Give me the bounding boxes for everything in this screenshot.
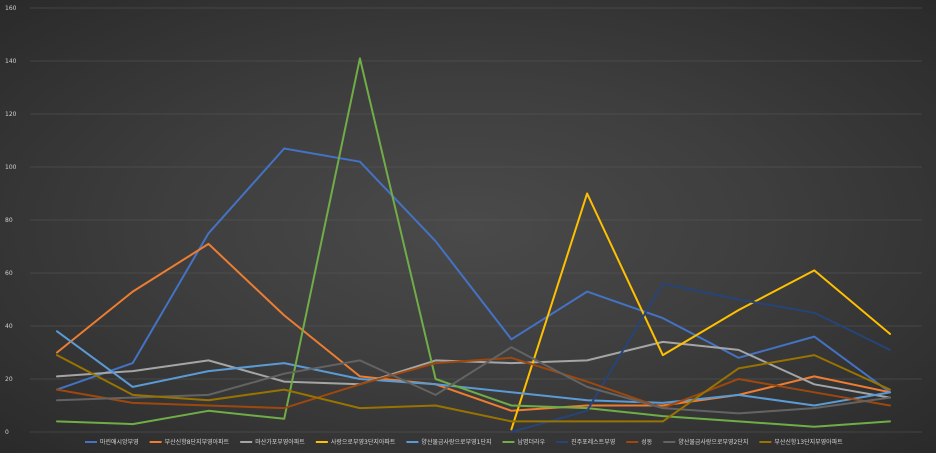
y-tick-label: 0: [5, 429, 9, 436]
y-tick-label: 100: [5, 164, 17, 171]
legend: 마린애시앙부영 부산신항8단지부영아파트 마산가포부영아파트 사랑으로부영3단지아파트…: [85, 438, 843, 446]
y-tick-label: 160: [5, 5, 17, 12]
legend-item: 진주포레스트부영: [556, 438, 615, 446]
legend-item: 양산물금사랑으로부영2단지: [663, 438, 748, 446]
series-line: [510, 192, 891, 431]
series-line: [56, 330, 891, 407]
y-tick-label: 120: [5, 111, 17, 118]
legend-label: 사랑으로부영3단지아파트: [331, 438, 396, 446]
y-tick-label: 40: [5, 323, 13, 330]
series-line: [56, 356, 891, 410]
series-line: [56, 242, 891, 412]
legend-item: 마산가포부영아파트: [240, 438, 305, 446]
legend-label: 남명더라우: [517, 438, 545, 446]
legend-label: 양산물금사랑으로부영2단지: [678, 438, 748, 446]
legend-item: 마린애시앙부영: [85, 438, 139, 446]
legend-label: 양산물금사랑으로부영1단지: [421, 438, 491, 446]
legend-item: 성동: [626, 438, 653, 446]
y-tick-label: 60: [5, 270, 13, 277]
legend-label: 마린애시앙부영: [100, 438, 139, 446]
y-axis-tick-labels: 0 20 40 60 80 100 120 140 160: [5, 5, 17, 436]
series-line: [56, 340, 891, 399]
legend-item: 부산신항8단지부영아파트: [149, 438, 230, 446]
series-line: [56, 354, 891, 423]
legend-item: 남명더라우: [502, 438, 546, 446]
legend-label: 부산신항8단지부영아파트: [165, 438, 230, 446]
legend-label: 성동: [641, 438, 653, 446]
series-line: [56, 57, 891, 428]
legend-item: 사랑으로부영3단지아파트: [315, 438, 396, 446]
series-line: [56, 147, 891, 394]
series-line: [510, 282, 891, 433]
legend-item: 부산신항13단지부영아파트: [759, 438, 843, 446]
y-tick-label: 80: [5, 217, 13, 224]
legend-label: 마산가포부영아파트: [255, 438, 305, 446]
y-tick-label: 20: [5, 376, 13, 383]
series-lines: [56, 57, 891, 433]
series-line: [56, 346, 891, 415]
legend-label: 진주포레스트부영: [571, 438, 615, 446]
legend-label: 부산신항13단지부영아파트: [774, 438, 843, 446]
gridlines: [30, 7, 922, 433]
y-tick-label: 140: [5, 58, 17, 65]
legend-item: 양산물금사랑으로부영1단지: [406, 438, 491, 446]
